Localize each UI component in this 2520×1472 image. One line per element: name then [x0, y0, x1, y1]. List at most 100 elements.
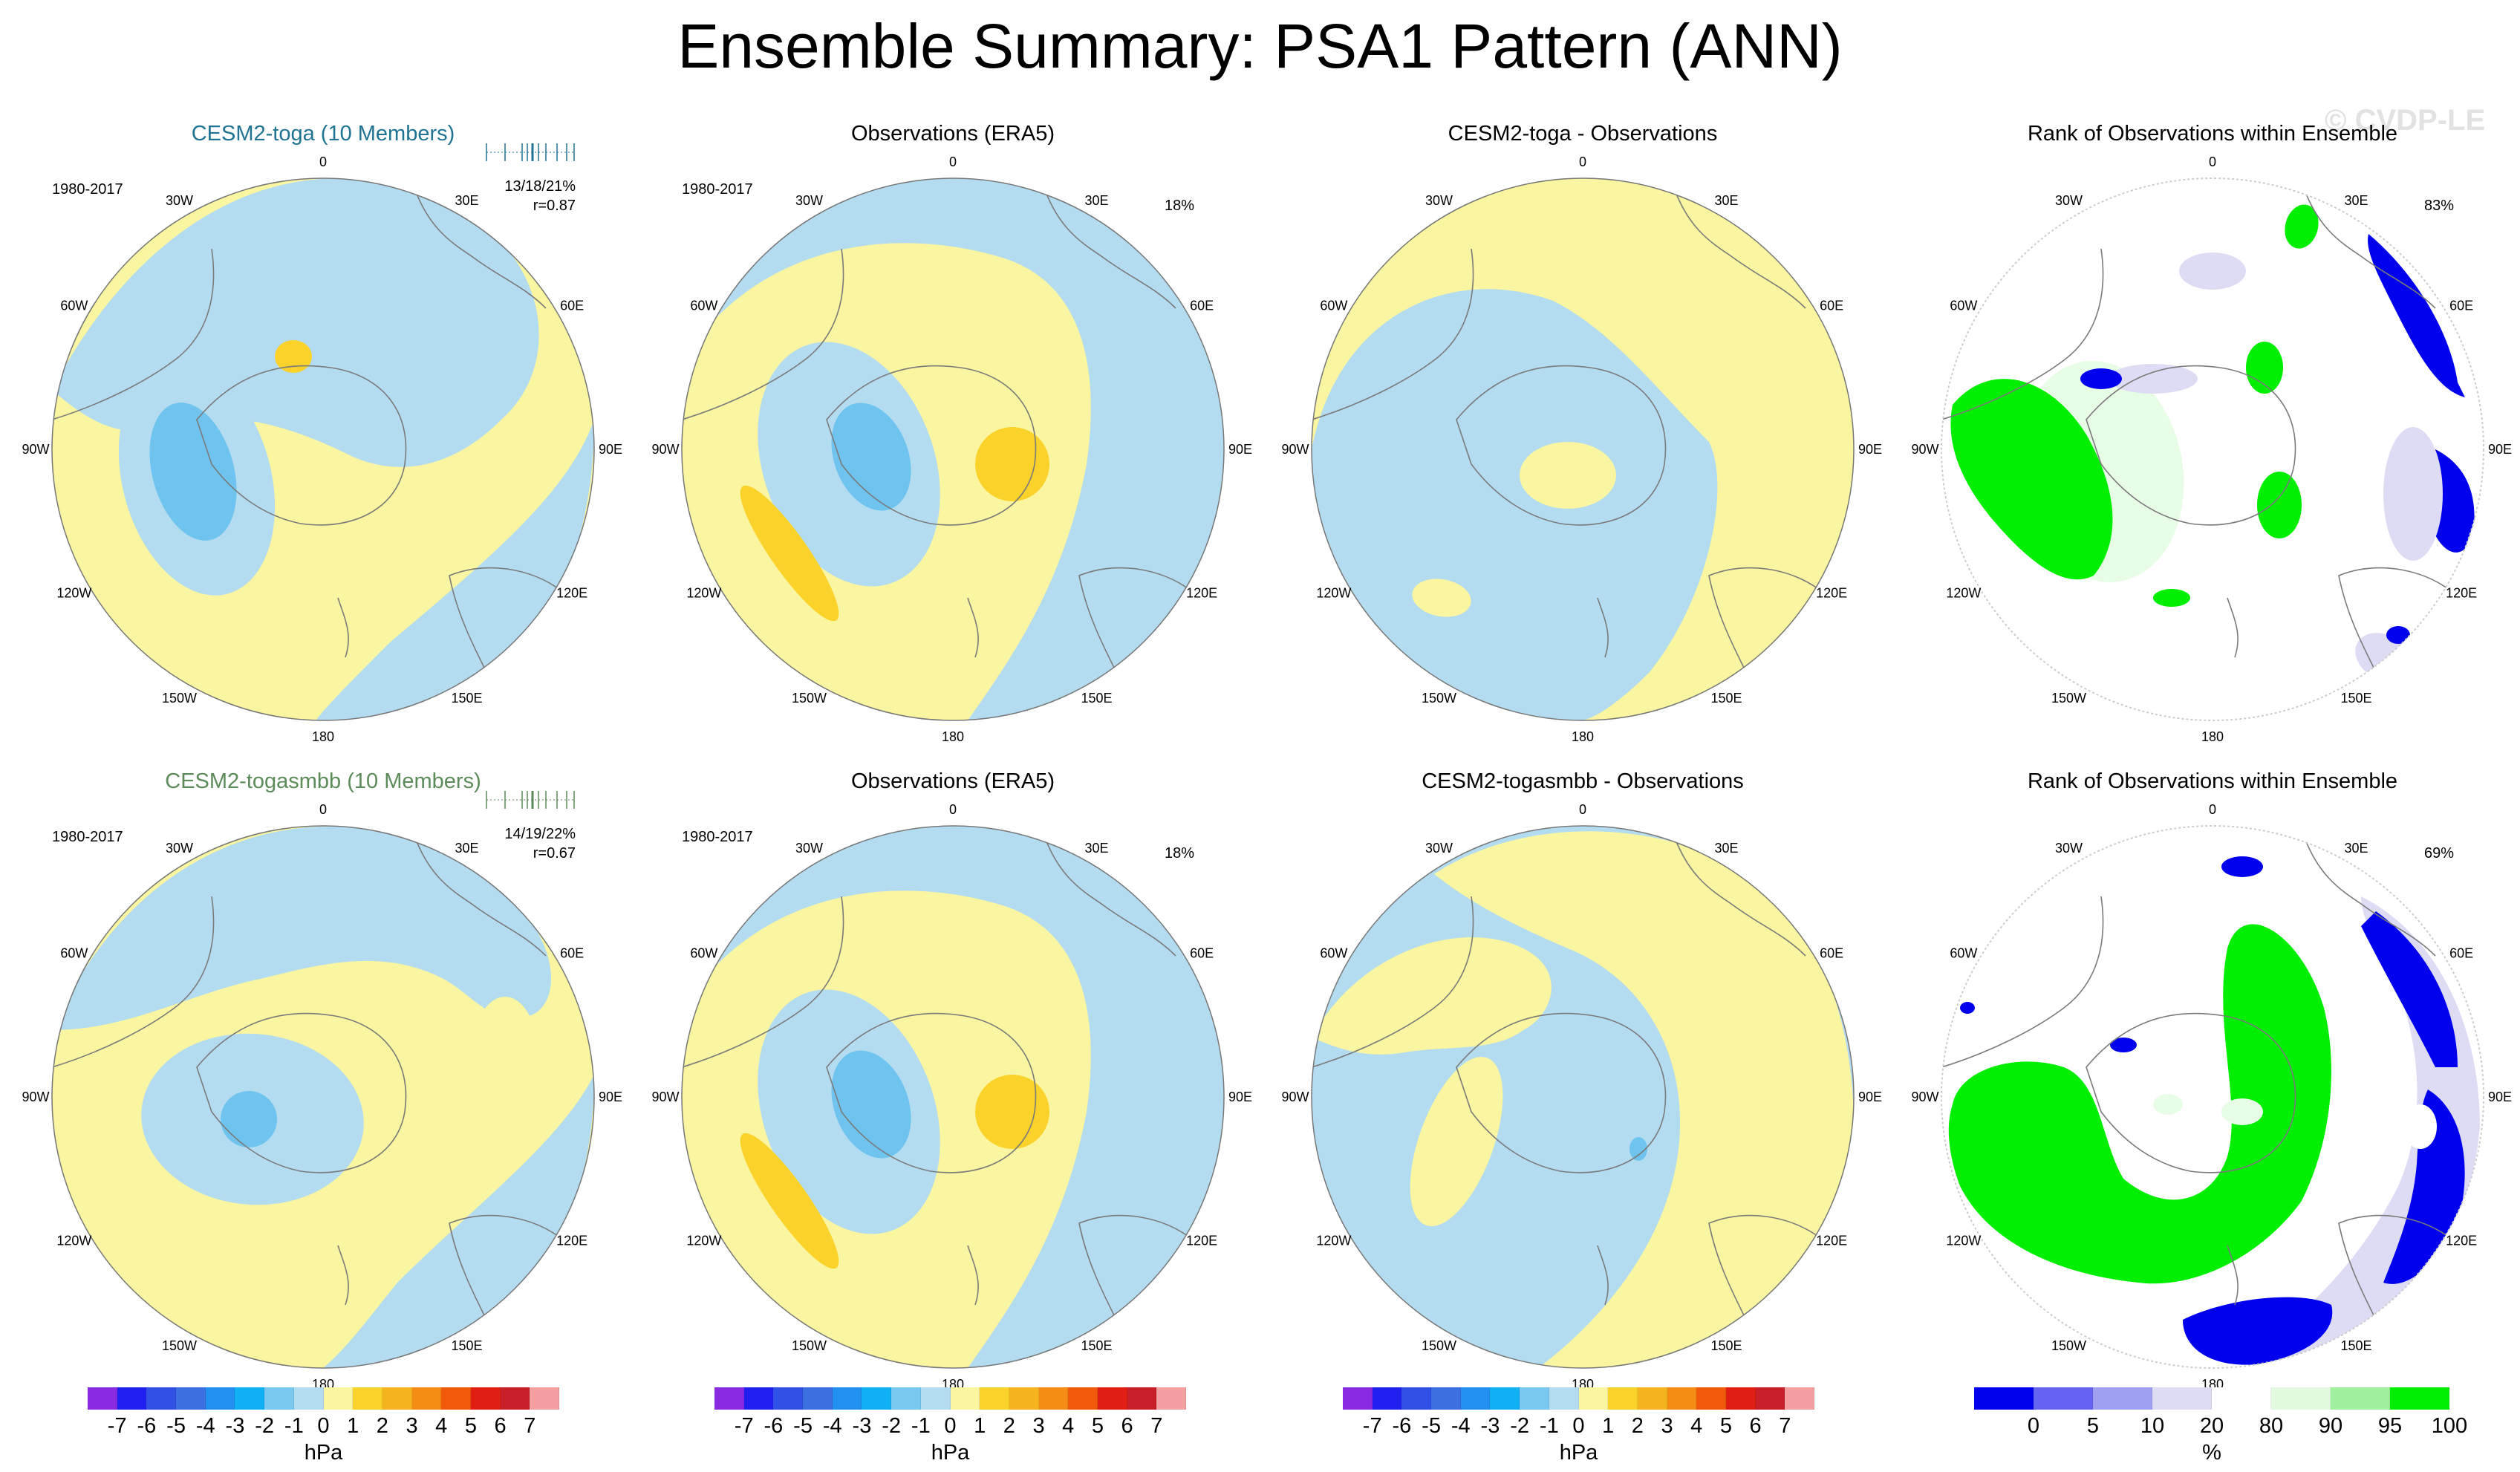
longitude-label: 30E [1714, 193, 1738, 208]
panel-title: CESM2-togasmbb (10 Members) [165, 769, 481, 793]
colorbar-swatch [980, 1387, 1009, 1410]
africa-coastline [1671, 829, 1806, 957]
longitude-label: 30E [1084, 841, 1108, 856]
longitude-label: 90W [651, 442, 679, 457]
longitude-label: 60W [1320, 946, 1347, 961]
colorbar-swatch [2152, 1387, 2212, 1410]
percent-label: 18% [1165, 198, 1195, 214]
colorbar-swatch [1520, 1387, 1549, 1410]
colorbar-swatch [88, 1387, 117, 1410]
colorbar-swatch [803, 1387, 833, 1410]
variance-stats: 14/19/22% [504, 826, 576, 842]
colorbar-tick: -6 [1392, 1414, 1412, 1438]
colorbar-swatch [117, 1387, 147, 1410]
colorbar-swatch [1127, 1387, 1157, 1410]
colorbar-tick: 3 [406, 1414, 418, 1438]
colorbar-tick: 4 [435, 1414, 448, 1438]
longitude-label: 150E [451, 1338, 482, 1353]
africa-coastline [1041, 181, 1176, 309]
longitude-label: 120W [1946, 1234, 1981, 1248]
colorbar-swatch [2212, 1387, 2271, 1410]
colorbar-tick: 90 [2318, 1414, 2343, 1438]
africa-coastline [2301, 829, 2436, 957]
longitude-label: 30E [1714, 841, 1738, 856]
rank-region-0 [2386, 626, 2410, 644]
colorbar-swatch [1009, 1387, 1039, 1410]
longitude-label: 30E [2344, 841, 2368, 856]
longitude-label: 150W [2051, 691, 2086, 706]
colorbar-tick: 5 [464, 1414, 478, 1438]
colorbar-swatch [1667, 1387, 1697, 1410]
colorbar-hpa-2: -7 -6 -5 -4 -3 -2 -1 0 1 2 3 4 5 6 7 hPa [714, 1387, 1186, 1469]
africa-coastline [1041, 829, 1176, 957]
map-boundary [1941, 178, 2484, 721]
south-america-coastline [1312, 896, 1474, 1068]
colorbar-swatch [264, 1387, 294, 1410]
map-panel-r1c3: CESM2-toga - Observations 0 30E 60E 90E 120E 1… [1260, 0, 1889, 744]
colorbar-swatch [353, 1387, 382, 1410]
colorbar-swatch [1725, 1387, 1756, 1410]
map-boundary [1311, 825, 1855, 1369]
longitude-label: 30E [455, 841, 478, 856]
longitude-label: 120W [1946, 586, 1981, 601]
percent-label: 83% [2424, 198, 2455, 214]
colorbar-tick: 4 [1062, 1414, 1075, 1438]
longitude-label: 60W [690, 946, 717, 961]
longitude-label: 120E [1186, 1234, 1217, 1248]
longitude-label: 150W [2051, 1338, 2086, 1353]
longitude-label: 120E [556, 586, 587, 601]
colorbar-swatch [743, 1387, 774, 1410]
colorbar-hpa-3: -7 -6 -5 -4 -3 -2 -1 0 1 2 3 4 5 6 7 hPa [1343, 1387, 1814, 1469]
colorbar-swatch [862, 1387, 892, 1410]
longitude-label: 180 [312, 729, 334, 744]
colorbar-swatch [1696, 1387, 1726, 1410]
longitude-label: 90W [1911, 442, 1938, 457]
colorbar-tick: 1 [347, 1414, 359, 1438]
map-panel-r2c4: Rank of Observations within Ensemble 0 30E… [1889, 648, 2519, 1392]
new-zealand-coastline [1597, 597, 1609, 658]
colorbar-tick: 1 [1602, 1414, 1615, 1438]
longitude-label: 60W [690, 299, 717, 313]
colorbar-tick: 3 [1661, 1414, 1673, 1438]
south-america-coastline [52, 248, 215, 420]
colorbar-swatch [1490, 1387, 1520, 1410]
map-boundary [681, 825, 1225, 1369]
map-panel-r2c1: CESM2-togasmbb (10 Members) 0 30E 60E 90E 120… [0, 648, 630, 1392]
colorbar-tick: -4 [195, 1414, 215, 1438]
period-label: 1980-2017 [682, 181, 753, 198]
colorbar-swatch [1372, 1387, 1402, 1410]
longitude-label: 30W [2055, 841, 2083, 856]
longitude-label: 120E [2446, 586, 2477, 601]
colorbar-tick: 20 [2199, 1414, 2224, 1438]
colorbar-tick: -4 [822, 1414, 842, 1438]
colorbar-tick: 10 [2140, 1414, 2165, 1438]
rank-region-0 [2383, 1090, 2465, 1284]
south-america-coastline [52, 896, 215, 1068]
colorbar-tick: -5 [166, 1414, 186, 1438]
longitude-label: 0 [2209, 154, 2216, 169]
colorbar-tick: 100 [2431, 1414, 2468, 1438]
longitude-label: 0 [1579, 154, 1586, 169]
colorbar-swatch [1038, 1387, 1069, 1410]
positive-anomaly-peak [472, 997, 538, 1116]
longitude-label: 30E [1084, 193, 1108, 208]
colorbar-tick: 4 [1690, 1414, 1703, 1438]
longitude-label: 90W [651, 1090, 679, 1104]
longitude-label: 90W [22, 1090, 49, 1104]
colorbar-tick: 6 [494, 1414, 507, 1438]
longitude-label: 90E [1228, 442, 1252, 457]
colorbar-swatch [1156, 1387, 1186, 1410]
rank-region-0 [2110, 1038, 2137, 1052]
longitude-label: 90E [2488, 1090, 2512, 1104]
rank-region-90 [2153, 1094, 2183, 1115]
map-boundary [51, 825, 595, 1369]
colorbar-swatch [500, 1387, 530, 1410]
colorbar-swatch [530, 1387, 559, 1410]
rank-region-0 [2080, 368, 2122, 389]
negative-anomaly-peak [149, 403, 237, 541]
longitude-label: 150W [1422, 1338, 1456, 1353]
colorbar-tick: 7 [1779, 1414, 1791, 1438]
